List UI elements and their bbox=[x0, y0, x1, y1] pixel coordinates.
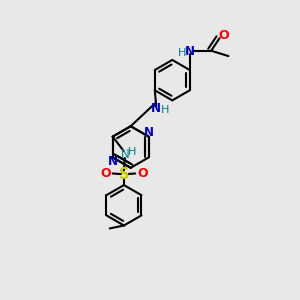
Text: N: N bbox=[108, 155, 118, 168]
Text: N: N bbox=[121, 148, 129, 161]
Text: H: H bbox=[160, 105, 169, 115]
Text: O: O bbox=[100, 167, 111, 180]
Text: O: O bbox=[219, 29, 229, 42]
Text: O: O bbox=[137, 167, 148, 180]
Text: N: N bbox=[151, 102, 161, 115]
Text: N: N bbox=[185, 45, 195, 58]
Text: H: H bbox=[128, 147, 136, 157]
Text: S: S bbox=[119, 167, 129, 182]
Text: H: H bbox=[178, 48, 187, 58]
Text: N: N bbox=[144, 126, 154, 139]
